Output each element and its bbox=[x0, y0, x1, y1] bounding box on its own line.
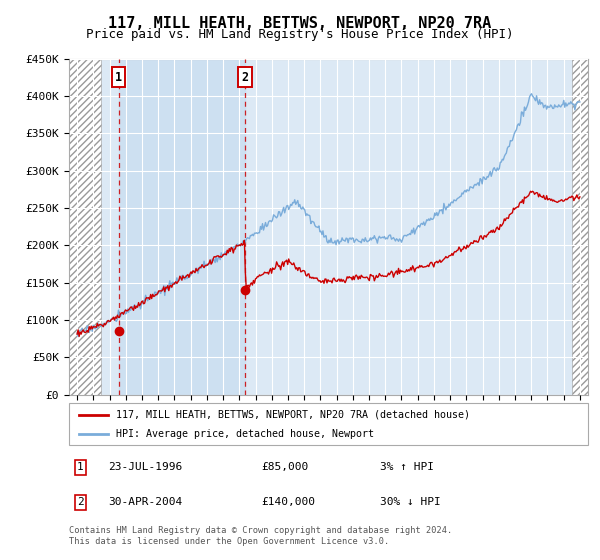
Text: 2: 2 bbox=[241, 71, 248, 84]
Text: Price paid vs. HM Land Registry's House Price Index (HPI): Price paid vs. HM Land Registry's House … bbox=[86, 28, 514, 41]
Text: Contains HM Land Registry data © Crown copyright and database right 2024.
This d: Contains HM Land Registry data © Crown c… bbox=[69, 526, 452, 546]
Text: 1: 1 bbox=[77, 463, 84, 472]
Text: HPI: Average price, detached house, Newport: HPI: Average price, detached house, Newp… bbox=[116, 429, 374, 439]
Text: £85,000: £85,000 bbox=[261, 463, 308, 472]
Text: 23-JUL-1996: 23-JUL-1996 bbox=[108, 463, 182, 472]
Text: £140,000: £140,000 bbox=[261, 497, 315, 507]
Text: 3% ↑ HPI: 3% ↑ HPI bbox=[380, 463, 434, 472]
Text: 30% ↓ HPI: 30% ↓ HPI bbox=[380, 497, 441, 507]
Text: 30-APR-2004: 30-APR-2004 bbox=[108, 497, 182, 507]
Text: 2: 2 bbox=[77, 497, 84, 507]
Bar bbox=[119, 59, 245, 395]
FancyBboxPatch shape bbox=[69, 403, 588, 445]
Text: 1: 1 bbox=[115, 71, 122, 84]
Text: 117, MILL HEATH, BETTWS, NEWPORT, NP20 7RA (detached house): 117, MILL HEATH, BETTWS, NEWPORT, NP20 7… bbox=[116, 409, 470, 419]
Text: 117, MILL HEATH, BETTWS, NEWPORT, NP20 7RA: 117, MILL HEATH, BETTWS, NEWPORT, NP20 7… bbox=[109, 16, 491, 31]
